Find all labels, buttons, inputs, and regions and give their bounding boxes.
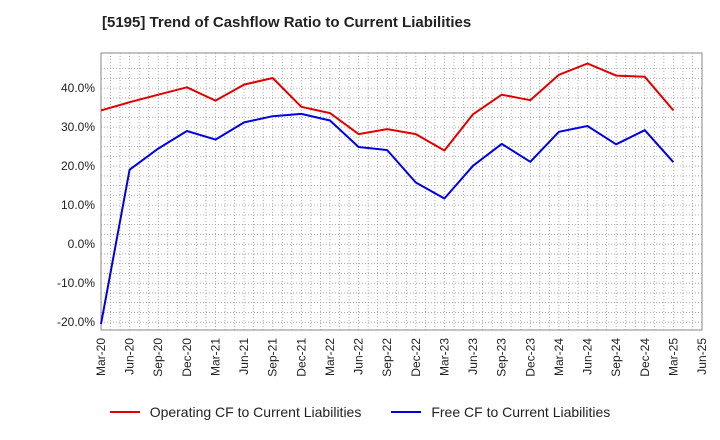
x-tick-label: Mar-25 [666,338,680,376]
legend-label-free-cf: Free CF to Current Liabilities [431,404,611,420]
legend-label-operating-cf: Operating CF to Current Liabilities [149,404,362,420]
x-tick-label: Jun-25 [695,338,709,375]
x-tick-label: Dec-21 [294,338,308,377]
grid-lines [101,53,702,330]
x-tick-label: Mar-21 [208,338,222,376]
legend-item-free-cf: Free CF to Current Liabilities [391,404,610,420]
x-tick-label: Dec-20 [180,338,194,377]
x-tick-label: Dec-22 [409,338,423,377]
y-tick-label: 40.0% [61,81,95,95]
x-tick-label: Sep-22 [380,338,394,377]
y-tick-label: 20.0% [61,159,95,173]
y-tick-label: -20.0% [57,315,95,329]
y-tick-label: 30.0% [61,120,95,134]
series-lines [100,62,675,325]
chart-title: [5195] Trend of Cashflow Ratio to Curren… [102,14,472,31]
x-tick-label: Sep-23 [495,338,509,377]
legend-swatch-operating-cf [109,411,140,413]
x-tick-label: Jun-20 [123,338,137,375]
y-tick-label: -10.0% [57,276,95,290]
legend-swatch-free-cf [391,411,422,413]
x-tick-label: Jun-23 [466,338,480,375]
x-tick-label: Jun-21 [237,338,251,375]
y-tick-label: 10.0% [61,198,95,212]
legend-item-operating-cf: Operating CF to Current Liabilities [109,404,362,420]
x-tick-label: Dec-24 [638,338,652,377]
y-axis-ticks: 40.0% 30.0% 20.0% 10.0% 0.0% -10.0% -20.0% [57,81,95,329]
x-tick-label: Mar-22 [323,338,337,376]
plot-area [100,52,703,331]
series-line-operating-cf [100,62,675,152]
y-tick-label: 0.0% [68,237,96,251]
x-tick-label: Sep-21 [266,338,280,377]
x-tick-label: Dec-23 [523,338,537,377]
x-tick-label: Mar-23 [437,338,451,376]
x-tick-label: Mar-24 [552,338,566,376]
x-tick-label: Jun-24 [581,338,595,375]
legend: Operating CF to Current Liabilities Free… [0,404,720,420]
x-tick-label: Sep-20 [151,338,165,377]
x-tick-label: Mar-20 [94,338,108,376]
series-line-free-cf [100,112,675,325]
x-tick-label: Sep-24 [609,338,623,377]
x-axis-ticks: Mar-20 Jun-20 Sep-20 Dec-20 Mar-21 Jun-21 Sep-… [94,338,709,377]
x-tick-label: Jun-22 [352,338,366,375]
